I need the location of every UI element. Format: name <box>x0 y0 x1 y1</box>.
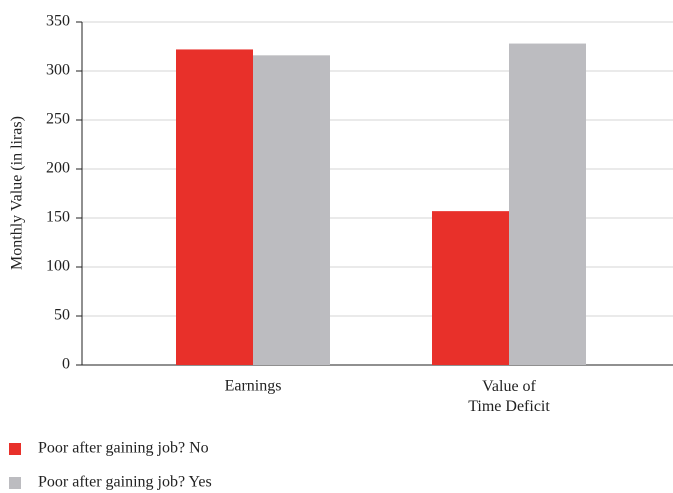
y-tick-label: 250 <box>46 111 70 128</box>
y-axis-label: Monthly Value (in liras) <box>9 116 26 270</box>
bar <box>432 211 509 365</box>
bar <box>253 55 330 365</box>
x-tick-label: Earnings <box>225 378 282 395</box>
y-tick-label: 150 <box>46 209 70 226</box>
y-tick-label: 350 <box>46 13 70 30</box>
y-tick-label: 300 <box>46 62 70 79</box>
legend-label: Poor after gaining job? Yes <box>38 474 212 491</box>
bar <box>176 49 253 365</box>
legend-swatch <box>9 477 21 489</box>
y-tick-label: 50 <box>54 307 70 324</box>
legend-swatch <box>9 443 21 455</box>
x-tick-label: Value of Time Deficit <box>468 378 550 415</box>
y-tick-label: 100 <box>46 258 70 275</box>
bar <box>509 43 586 366</box>
legend-label: Poor after gaining job? No <box>38 440 209 457</box>
y-tick-label: 200 <box>46 160 70 177</box>
y-tick-label: 0 <box>62 356 70 373</box>
